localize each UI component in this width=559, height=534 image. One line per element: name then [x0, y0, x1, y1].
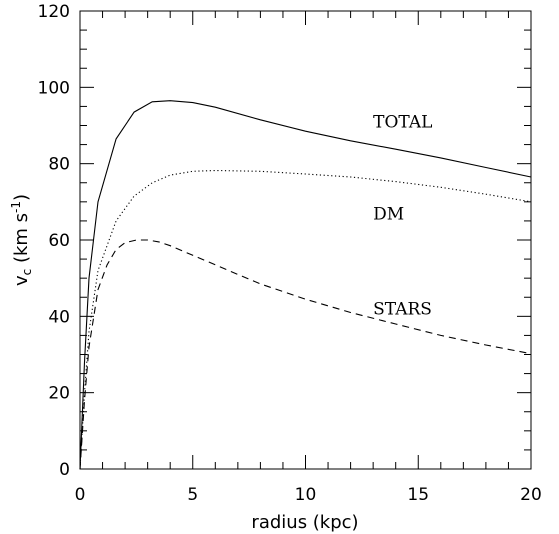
y-axis-title-sub: c	[20, 269, 34, 276]
x-tick-label: 5	[187, 485, 198, 505]
x-tick-label: 20	[520, 485, 542, 505]
y-tick-label: 40	[48, 307, 70, 327]
y-tick-label: 20	[48, 384, 70, 404]
y-axis-title: vc (km s-1)	[9, 194, 34, 286]
series-label-dm: DM	[373, 204, 404, 224]
series-dm-line	[79, 169, 532, 470]
labels-layer: TOTAL DM STARS	[373, 113, 432, 320]
series-layer	[79, 100, 532, 470]
axis-ticks: 0 5 10 15 20 0 20 40 60 80 100 120	[38, 2, 542, 505]
y-tick-label: 120	[38, 2, 70, 22]
y-tick-label: 100	[38, 78, 70, 98]
y-tick-label: 80	[48, 155, 70, 175]
x-tick-label: 10	[295, 485, 317, 505]
series-total-line	[79, 100, 532, 470]
y-tick-label: 60	[48, 231, 70, 251]
y-tick-label: 0	[59, 460, 70, 480]
x-tick-label: 0	[75, 485, 86, 505]
series-label-stars: STARS	[373, 300, 432, 320]
series-stars-line	[79, 239, 532, 470]
series-label-total: TOTAL	[373, 113, 432, 133]
y-axis-title-v: v	[11, 275, 32, 286]
svg-text:vc (km s-1): vc (km s-1)	[9, 194, 34, 286]
x-tick-label: 15	[407, 485, 429, 505]
x-axis-title: radius (kpc)	[251, 512, 358, 533]
